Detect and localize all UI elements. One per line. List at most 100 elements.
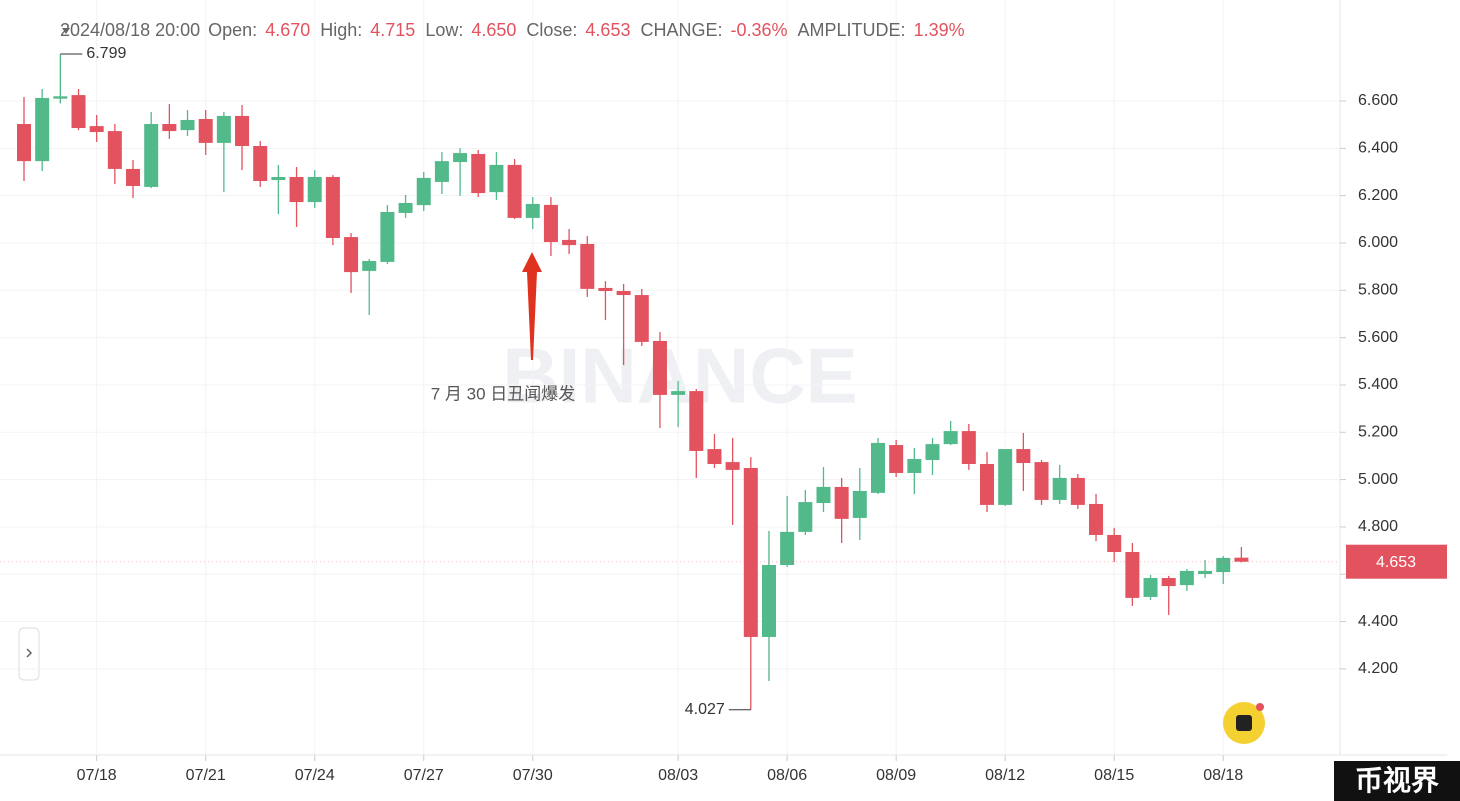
header-label: High: [320,20,363,40]
corner-badge: 币视界 [1334,761,1460,801]
candle-body [980,463,995,505]
x-tick-label: 08/06 [767,767,807,784]
notification-dot [1256,703,1264,711]
candle-body [271,176,286,181]
max-label: 6.799 [86,45,126,62]
header-label: Close: [526,20,578,40]
candle-body [798,502,813,532]
candle-body [834,486,849,519]
last-price-box [1346,544,1447,579]
candle-body [998,449,1013,505]
header-date: 2024/08/18 20:00 [60,20,201,40]
x-tick-label: 07/27 [404,767,444,784]
candle-body [434,161,449,182]
y-tick-label: 5.200 [1358,423,1398,440]
candle-body [652,340,667,395]
candle-body [1179,570,1194,586]
y-tick-label: 6.000 [1358,234,1398,251]
candle-body [89,126,104,133]
x-tick-label: 08/09 [876,767,916,784]
candle-body [216,115,231,143]
candle-body [961,431,976,464]
candle-body [743,468,758,637]
header-value: 4.653 [585,20,631,40]
candle-body [1143,578,1158,597]
y-tick-label: 4.800 [1358,518,1398,535]
candle-body [398,203,413,213]
y-tick-label: 6.200 [1358,187,1398,204]
candle-body [507,164,522,218]
x-tick-label: 07/30 [513,767,553,784]
candle-body [198,119,213,143]
header-label: Low: [425,20,464,40]
y-tick-label: 5.600 [1358,329,1398,346]
candle-body [761,565,776,637]
candle-body [525,203,540,218]
header-value: -0.36% [730,20,788,40]
x-tick-label: 08/15 [1094,767,1134,784]
candle-body [707,449,722,464]
y-tick-label: 5.000 [1358,471,1398,488]
x-tick-label: 08/03 [658,767,698,784]
candle-body [180,119,195,131]
header-value: 4.715 [370,20,416,40]
candle-body [616,291,631,296]
collapse-icon[interactable] [62,28,70,34]
y-tick-label: 6.600 [1358,92,1398,109]
y-tick-label: 5.400 [1358,376,1398,393]
candle-body [543,204,558,243]
candle-body [307,176,322,203]
header-label: Open: [208,20,258,40]
candle-body [1052,477,1067,500]
y-tick-label: 6.400 [1358,140,1398,157]
candle-body [1198,570,1213,574]
x-tick-label: 07/18 [77,767,117,784]
last-price-label: 4.653 [1376,554,1416,571]
candle-body [416,177,431,206]
watermark: BINANCE [502,332,857,420]
candle-body [943,431,958,445]
x-tick-label: 08/12 [985,767,1025,784]
candle-body [925,444,940,460]
x-tick-label: 08/18 [1203,767,1243,784]
candle-body [1161,578,1176,587]
min-label: 4.027 [685,701,725,718]
assistant-icon [1236,715,1252,731]
candle-body [35,97,50,162]
annotation: 7 月 30 日丑闻爆发 [431,384,576,403]
candle-body [162,123,177,132]
candle-body [107,131,122,169]
candle-body [725,462,740,470]
header-value: 1.39% [913,20,965,40]
candle-body [907,459,922,473]
candle-body [889,445,904,473]
candle-body [289,176,304,203]
candle-body [17,123,31,162]
candle-body [471,154,486,194]
candle-body [362,260,377,271]
header-value: 4.670 [265,20,311,40]
candle-body [1107,534,1122,552]
header-label: AMPLITUDE: [797,20,906,40]
side-toggle-icon [26,648,33,658]
candle-body [1070,477,1085,505]
candle-body [126,168,141,186]
candle-body [380,211,395,262]
candle-body [235,115,250,146]
x-tick-label: 07/21 [186,767,226,784]
candle-body [780,531,795,566]
candle-body [852,490,867,518]
header-label: CHANGE: [640,20,723,40]
candle-body [53,96,68,99]
candle-body [1034,462,1049,500]
candle-body [344,237,359,273]
candle-body [1125,551,1140,598]
candle-body [816,486,831,504]
candle-body [689,391,704,451]
ohlc-header: 2024/08/18 20:00 Open: 4.670 High: 4.715 Low:… [60,20,975,41]
candle-body [1089,503,1104,535]
candle-body [253,145,268,182]
candle-body [580,243,595,289]
